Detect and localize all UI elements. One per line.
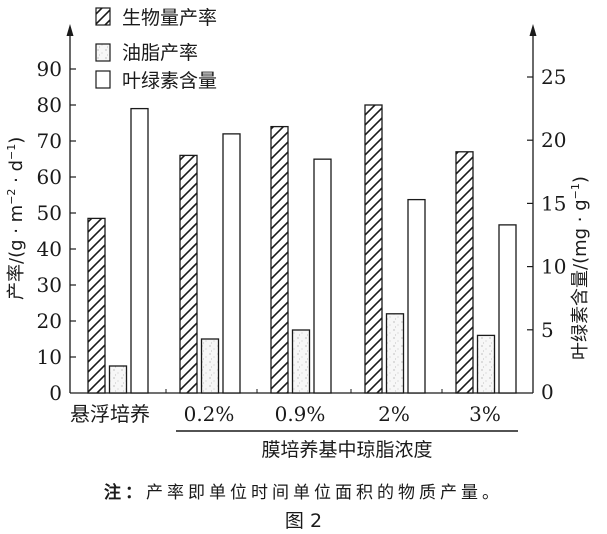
bar-biomass-rate (179, 154, 198, 394)
bar-biomass-rate (87, 217, 106, 394)
svg-text:油脂产率: 油脂产率 (122, 42, 198, 64)
left-y-tick-label: 20 (37, 309, 62, 333)
left-y-tick-label: 10 (37, 345, 62, 369)
legend-item-lipid: 油脂产率 (95, 42, 198, 64)
legend-item-biomass: 生物量产率 (95, 7, 217, 29)
bars (87, 104, 517, 394)
bar-chlorophyll (498, 224, 517, 394)
bar-chlorophyll (222, 133, 241, 394)
bar-biomass-rate (455, 151, 474, 394)
right-y-tick-label: 10 (541, 255, 566, 279)
left-y-tick-label: 0 (49, 381, 62, 405)
right-y-tick-label: 15 (541, 191, 566, 215)
x-tick-labels: 悬浮培养 0.2% 0.9% 2% 3% (70, 402, 501, 426)
left-y-axis: 0 10 20 30 40 50 60 70 80 90 (37, 24, 76, 405)
x-tick-label: 悬浮培养 (70, 402, 150, 426)
bar-lipid-rate (385, 313, 405, 394)
left-y-tick-label: 80 (37, 93, 62, 117)
left-y-tick-label: 90 (37, 57, 62, 81)
left-y-axis-label: 产率/(g · m−2 · d−1) (5, 137, 27, 300)
x-axis-label: 膜培养基中琼脂浓度 (261, 439, 432, 461)
right-y-tick-label: 0 (541, 380, 554, 404)
svg-text:叶绿素含量: 叶绿素含量 (122, 70, 217, 92)
left-y-tick-label: 50 (37, 201, 62, 225)
left-y-tick-label: 60 (37, 165, 62, 189)
bar-biomass-rate (270, 125, 289, 394)
x-tick-label: 0.2% (184, 402, 235, 426)
right-y-tick-label: 25 (541, 65, 566, 89)
legend: 生物量产率 油脂产率 叶绿素含量 (95, 7, 217, 92)
left-y-tick-label: 70 (37, 129, 62, 153)
right-y-tick-label: 5 (541, 318, 554, 342)
right-y-axis-label: 叶绿素含量/(mg · g−1) (569, 176, 591, 360)
x-tick-label: 2% (378, 402, 410, 426)
x-tick-label: 0.9% (275, 402, 326, 426)
chart-note: 注：产率即单位时间单位面积的物质产量。 (104, 483, 503, 503)
bar-lipid-rate (476, 334, 496, 394)
bar-chart: 0 10 20 30 40 50 60 70 80 90 0 5 10 15 20 25 悬浮培养 0.2% 0… (5, 7, 591, 461)
figure-caption: 图 2 (284, 510, 323, 532)
left-y-tick-label: 30 (37, 273, 62, 297)
bar-biomass-rate (364, 104, 383, 394)
right-y-tick-label: 20 (541, 128, 566, 152)
bar-lipid-rate (108, 365, 128, 394)
bar-chlorophyll (313, 158, 332, 394)
legend-item-chlorophyll: 叶绿素含量 (95, 70, 217, 92)
bar-lipid-rate (200, 338, 220, 394)
bar-chlorophyll (407, 198, 426, 394)
left-y-tick-label: 40 (37, 237, 62, 261)
right-y-axis: 0 5 10 15 20 25 (527, 24, 566, 404)
bar-lipid-rate (291, 329, 311, 394)
bar-chlorophyll (130, 107, 149, 394)
x-tick-label: 3% (469, 402, 501, 426)
svg-text:生物量产率: 生物量产率 (122, 7, 217, 29)
